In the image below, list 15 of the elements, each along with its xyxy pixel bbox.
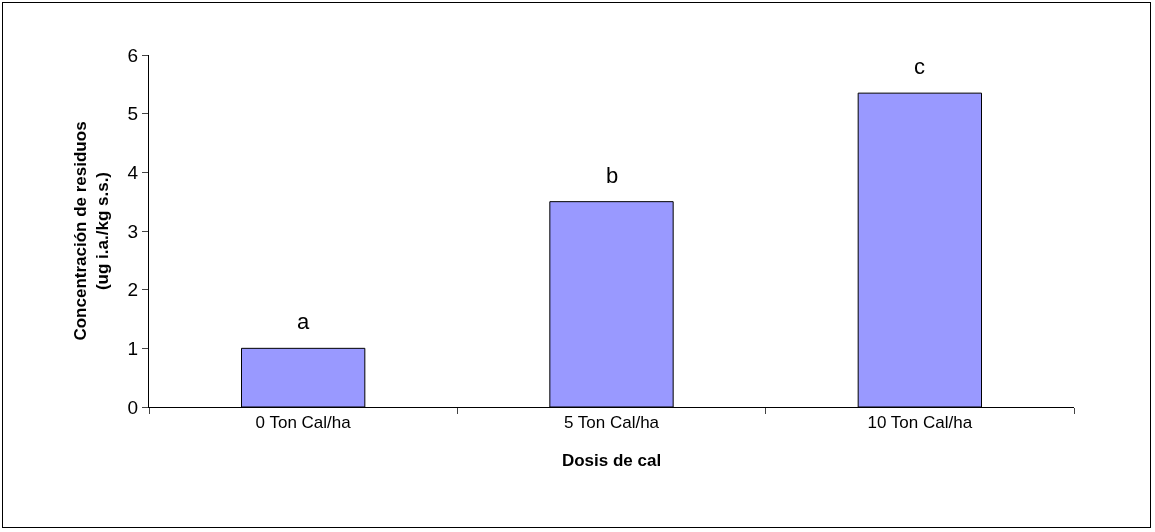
y-tick-label: 4 bbox=[127, 161, 139, 183]
annotation: b bbox=[606, 163, 619, 188]
y-tick-label: 2 bbox=[127, 279, 139, 301]
x-tick-label: 5 Ton Cal/ha bbox=[563, 413, 660, 433]
y-axis-title: Concentración de residuos (ug i.a./kg s.s.) bbox=[71, 121, 113, 341]
y-tick-label: 6 bbox=[127, 44, 139, 66]
y-tick-label: 1 bbox=[127, 337, 139, 359]
annotation: c bbox=[914, 54, 925, 79]
y-tick-label: 0 bbox=[127, 396, 139, 418]
y-tick-label: 3 bbox=[127, 220, 139, 242]
x-tick-label: 10 Ton Cal/ha bbox=[867, 413, 973, 433]
x-tick-label: 0 Ton Cal/ha bbox=[255, 413, 352, 433]
annotation: a bbox=[297, 309, 310, 334]
y-tick-label: 5 bbox=[127, 103, 139, 125]
x-axis-title: Dosis de cal bbox=[561, 450, 662, 470]
